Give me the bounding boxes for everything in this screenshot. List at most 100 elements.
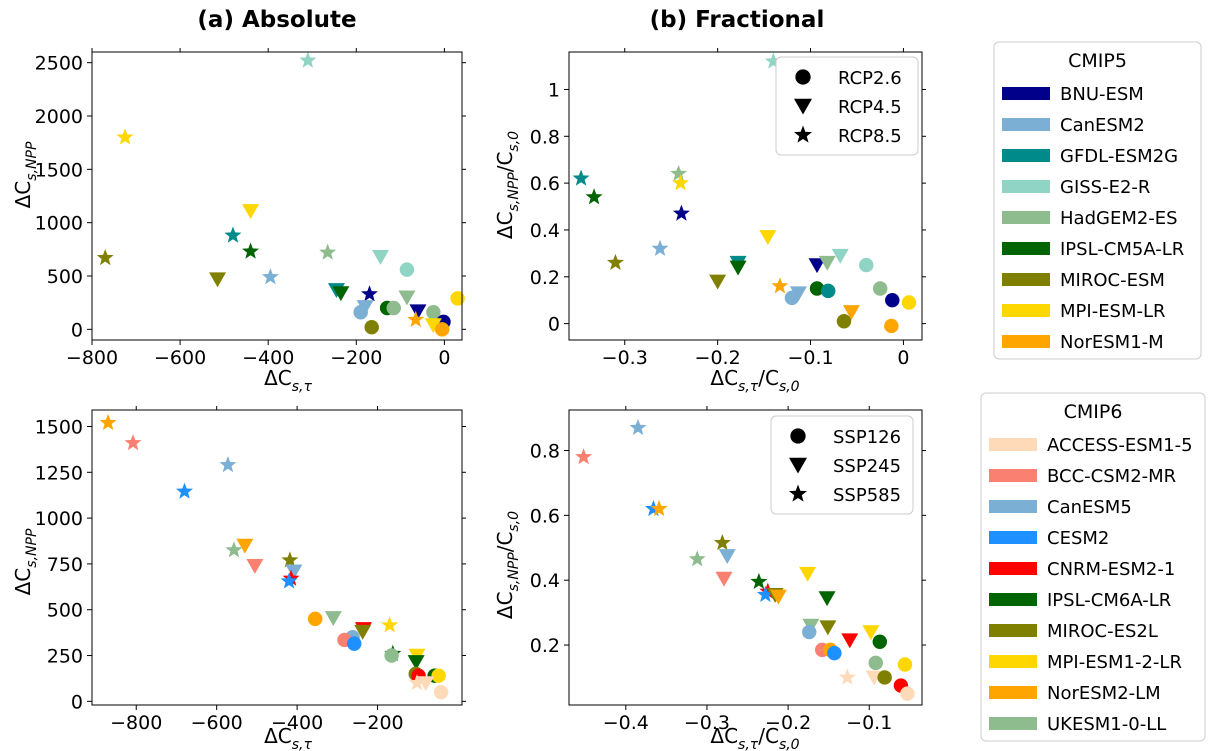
legend-swatch — [989, 655, 1037, 668]
point-ukesm1-0-ll-circle — [869, 656, 883, 670]
ylabel-frac-top: ΔCs,NPP/Cs,0 — [493, 131, 522, 239]
legend-label: SSP245 — [833, 456, 901, 477]
axes-frame — [92, 410, 462, 705]
point-ipsl-cm6a-lr-star — [750, 573, 767, 589]
point-mpi-esm1-2-lr-circle — [431, 668, 445, 682]
y-tick-label: 0.4 — [530, 220, 560, 242]
y-tick-label: 0.2 — [530, 635, 560, 657]
point-hadgem2-es-circle — [873, 281, 887, 295]
legend-label: GISS-E2-R — [1060, 177, 1150, 198]
point-mpi-esm-lr-triangle — [759, 230, 776, 245]
point-giss-e2-r-triangle — [372, 250, 389, 265]
point-cnrm-esm2-1-triangle — [841, 633, 858, 648]
legend-label: RCP8.5 — [838, 126, 902, 147]
x-tick-label: 0 — [897, 347, 909, 369]
point-ipsl-cm6a-lr-circle — [873, 635, 887, 649]
x-tick-label: −200 — [351, 712, 403, 734]
x-tick-label: −600 — [191, 712, 243, 734]
point-cesm2-circle — [347, 636, 361, 650]
point-hadgem2-es-star — [319, 244, 336, 260]
point-noresm1-m-star — [407, 311, 424, 327]
point-ipsl-cm5a-lr-triangle — [730, 261, 747, 276]
point-canesm5-circle — [802, 625, 816, 639]
x-tick-label: −800 — [110, 712, 162, 734]
legend-swatch — [1002, 211, 1050, 224]
point-miroc-esm-circle — [837, 314, 851, 328]
legend-title: CMIP6 — [1064, 401, 1123, 423]
legend-label: UKESM1-0-LL — [1047, 714, 1166, 735]
point-noresm2-lm-circle — [308, 612, 322, 626]
point-ukesm1-0-ll-circle — [384, 648, 398, 662]
legend-swatch — [989, 500, 1037, 513]
point-noresm2-lm-triangle — [236, 539, 253, 554]
x-tick-label: −0.1 — [846, 712, 892, 734]
x-tick-label: −0.2 — [695, 347, 741, 369]
x-tick-label: −0.2 — [765, 712, 811, 734]
point-bcc-csm2-mr-star — [575, 448, 592, 464]
legend-label: ACCESS-ESM1-5 — [1047, 435, 1193, 456]
legend-marker-circle — [790, 428, 805, 443]
point-noresm1-m-circle — [884, 319, 898, 333]
point-miroc-es2l-triangle — [819, 620, 836, 635]
legend-label: BNU-ESM — [1060, 84, 1144, 105]
point-bnu-esm-star — [673, 205, 690, 221]
point-noresm1-m-circle — [435, 322, 449, 336]
y-tick-label: 0.2 — [530, 267, 560, 289]
y-tick-label: 2500 — [35, 53, 83, 75]
legend-label: GFDL-ESM2G — [1060, 146, 1178, 167]
x-tick-label: −800 — [66, 347, 118, 369]
point-ukesm1-0-ll-triangle — [325, 611, 342, 626]
point-noresm2-lm-star — [100, 414, 117, 430]
point-mpi-esm1-2-lr-star — [381, 616, 398, 632]
y-tick-label: 1000 — [35, 508, 83, 530]
y-tick-label: 0.8 — [530, 441, 560, 463]
point-miroc-esm-star — [607, 254, 624, 270]
x-tick-label: −400 — [242, 347, 294, 369]
legend-label: NorESM2-LM — [1047, 683, 1161, 704]
point-ukesm1-0-ll-star — [689, 550, 706, 566]
point-mpi-esm-lr-star — [672, 174, 689, 190]
x-tick-label: −0.3 — [602, 347, 648, 369]
legend-title: CMIP5 — [1068, 50, 1127, 72]
point-bnu-esm-circle — [885, 293, 899, 307]
y-tick-label: 2000 — [35, 106, 83, 128]
legend-label: MPI-ESM1-2-LR — [1047, 652, 1182, 673]
legend-swatch — [1002, 118, 1050, 131]
model-legend-cmip6: CMIP6 ACCESS-ESM1-5 BCC-CSM2-MR CanESM5 CESM… — [981, 393, 1205, 741]
legend-label: NorESM1-M — [1060, 332, 1164, 353]
point-mpi-esm1-2-lr-triangle — [799, 567, 816, 582]
y-tick-label: 0.6 — [530, 505, 560, 527]
point-bnu-esm-star — [361, 285, 378, 301]
y-tick-label: 1500 — [35, 416, 83, 438]
y-tick-label: 0 — [71, 319, 83, 341]
legend-swatch — [1002, 87, 1050, 100]
legend-label: MIROC-ES2L — [1047, 621, 1158, 642]
point-mpi-esm-lr-circle — [902, 295, 916, 309]
legend-swatch — [989, 593, 1037, 606]
point-gfdl-esm2g-star — [224, 227, 241, 243]
legend-label: CNRM-ESM2-1 — [1047, 559, 1175, 580]
point-access-esm1-5-star — [839, 669, 856, 685]
x-tick-label: −200 — [330, 347, 382, 369]
point-access-esm1-5-circle — [434, 685, 448, 699]
legend-swatch — [1002, 149, 1050, 162]
point-giss-e2-r-circle — [859, 258, 873, 272]
point-miroc-esm-star — [97, 249, 114, 265]
point-miroc-esm-circle — [364, 320, 378, 334]
panel-cmip6_abs: −800 −600 −400 −2000250500750100012501500 — [35, 406, 466, 734]
point-mpi-esm1-2-lr-circle — [898, 657, 912, 671]
legend-swatch — [989, 438, 1037, 451]
legend-swatch — [989, 562, 1037, 575]
x-tick-label: −0.4 — [603, 712, 649, 734]
point-canesm2-star — [652, 240, 669, 256]
point-gfdl-esm2g-star — [573, 170, 590, 186]
point-canesm5-star — [219, 456, 236, 472]
point-bcc-csm2-mr-triangle — [715, 572, 732, 587]
y-tick-label: 1500 — [35, 159, 83, 181]
legend-label: SSP585 — [833, 485, 901, 506]
y-tick-label: 250 — [47, 646, 83, 668]
point-giss-e2-r-star — [299, 52, 316, 68]
ylabel-frac-bottom: ΔCs,NPP/Cs,0 — [493, 511, 522, 619]
x-tick-label: −0.3 — [684, 712, 730, 734]
legend-swatch — [1002, 335, 1050, 348]
